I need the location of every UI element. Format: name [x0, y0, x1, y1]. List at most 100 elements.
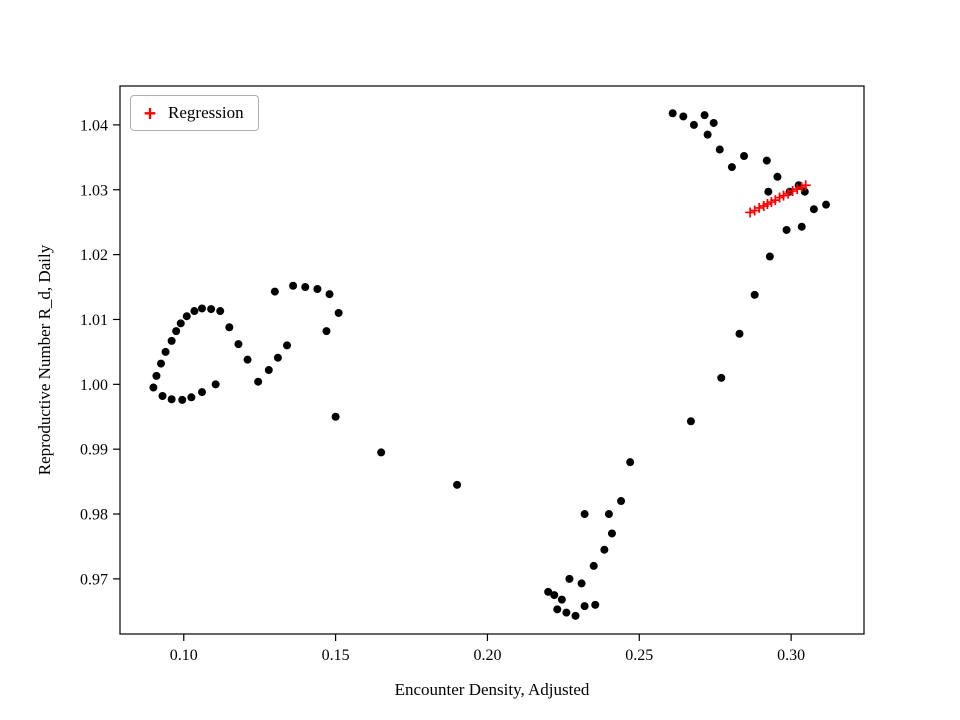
data-point: [735, 329, 744, 338]
data-point: [334, 308, 343, 317]
data-point: [709, 118, 718, 127]
data-point: [331, 412, 340, 421]
regression-marker: [745, 207, 756, 218]
data-point: [782, 225, 791, 234]
data-point: [577, 579, 586, 588]
data-point: [580, 602, 589, 611]
data-point: [167, 395, 176, 404]
legend-label: Regression: [168, 103, 244, 122]
data-point: [273, 353, 282, 362]
data-point: [377, 448, 386, 457]
data-point: [800, 187, 809, 196]
data-point: [313, 284, 322, 293]
data-point: [264, 366, 273, 375]
data-point: [589, 561, 598, 570]
data-point: [197, 304, 206, 313]
data-point: [211, 380, 220, 389]
data-point: [243, 355, 252, 364]
series-observations: [149, 109, 831, 620]
data-point: [553, 605, 562, 614]
data-point: [715, 145, 724, 154]
data-point: [550, 591, 559, 600]
data-point: [762, 156, 771, 165]
data-point: [717, 373, 726, 382]
x-tick-label: 0.15: [322, 647, 350, 664]
data-point: [225, 323, 234, 332]
y-axis: 0.97 0.98 0.99 1.00 1.01 1.02 1.03 1.04: [80, 117, 120, 588]
data-point: [740, 152, 749, 161]
y-tick-label: 1.00: [80, 377, 108, 394]
y-tick-label: 1.04: [80, 117, 108, 134]
data-point: [600, 545, 609, 554]
data-point: [190, 307, 199, 316]
data-point: [668, 109, 677, 118]
data-point: [700, 111, 709, 120]
y-tick-label: 0.97: [80, 571, 108, 588]
y-tick-label: 0.99: [80, 442, 108, 459]
data-point: [686, 417, 695, 426]
x-tick-label: 0.20: [473, 647, 501, 664]
data-point: [187, 393, 196, 402]
x-axis-label: Encounter Density, Adjusted: [394, 680, 590, 699]
y-tick-label: 1.01: [80, 312, 108, 329]
data-point: [679, 112, 688, 121]
data-point: [580, 510, 589, 519]
series-regression: [745, 180, 811, 218]
data-point: [216, 307, 225, 316]
regression-marker: [800, 180, 811, 191]
data-point: [152, 371, 161, 380]
y-tick-label: 0.98: [80, 507, 108, 524]
data-point: [750, 290, 759, 299]
data-point: [797, 222, 806, 231]
data-point: [562, 608, 571, 617]
data-point: [544, 587, 553, 596]
data-point: [809, 205, 818, 214]
data-point: [565, 574, 574, 583]
data-point: [178, 395, 187, 404]
regression-marker: [754, 202, 765, 213]
regression-plus-icon: +: [144, 101, 157, 125]
data-point: [197, 388, 206, 397]
plot-area: [119, 85, 865, 635]
x-tick-label: 0.10: [170, 647, 198, 664]
regression-marker: [778, 190, 789, 201]
y-tick-label: 1.02: [80, 247, 108, 264]
data-point: [689, 120, 698, 129]
data-point: [301, 283, 310, 292]
data-point: [289, 281, 298, 290]
data-point: [182, 312, 191, 321]
data-point: [172, 327, 181, 336]
data-point: [765, 252, 774, 261]
data-point: [727, 163, 736, 172]
data-point: [764, 187, 773, 196]
data-point: [270, 287, 279, 296]
data-point: [773, 172, 782, 181]
regression-marker: [792, 184, 803, 195]
data-point: [617, 497, 626, 506]
data-point: [703, 130, 712, 139]
data-point: [557, 595, 566, 604]
data-point: [156, 359, 165, 368]
data-point: [626, 458, 635, 467]
x-tick-label: 0.25: [625, 647, 653, 664]
regression-marker: [749, 205, 760, 216]
y-tick-label: 1.03: [80, 182, 108, 199]
data-point: [604, 510, 613, 519]
data-point: [149, 383, 158, 392]
data-point: [822, 200, 831, 209]
data-point: [254, 377, 263, 386]
x-tick-label: 0.30: [777, 647, 805, 664]
data-point: [161, 347, 170, 356]
x-axis: 0.10 0.15 0.20 0.25 0.30: [170, 634, 805, 664]
regression-marker: [787, 186, 798, 197]
legend: + Regression: [130, 95, 259, 131]
data-point: [591, 600, 600, 609]
data-point: [167, 336, 176, 345]
data-point: [207, 305, 216, 314]
data-point: [571, 611, 580, 620]
data-point: [283, 341, 292, 350]
data-point: [176, 319, 185, 328]
data-point: [607, 529, 616, 538]
